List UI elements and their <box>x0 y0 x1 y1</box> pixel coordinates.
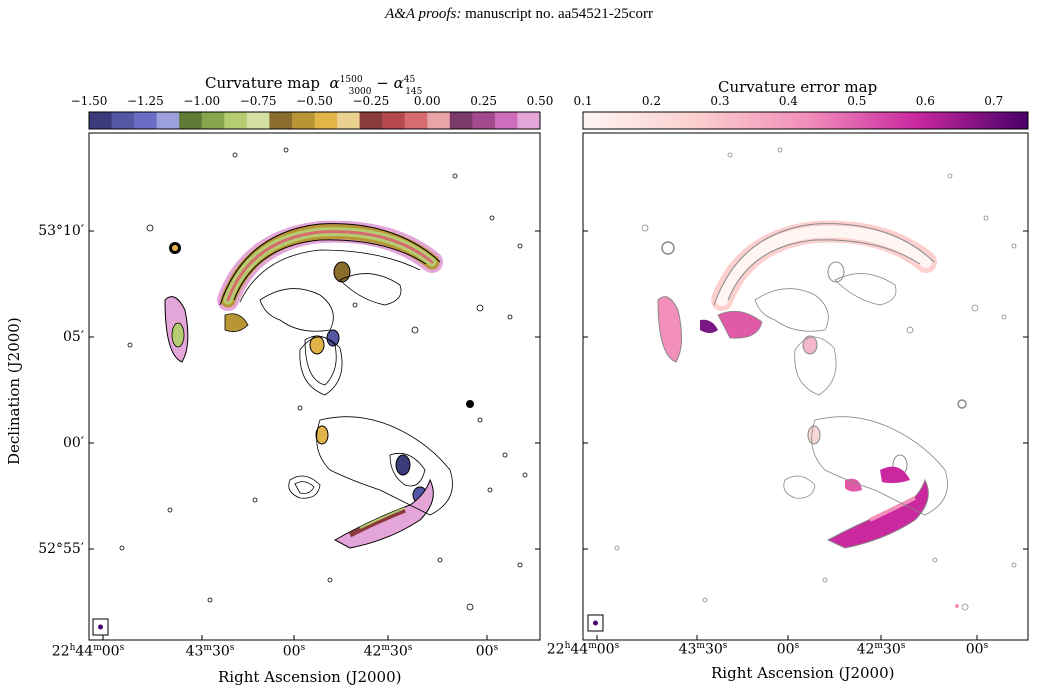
x-tick-label: 00s <box>965 641 989 658</box>
x-tick-label: 22h44m00s <box>546 641 620 658</box>
colorbar-tick-label: 0.00 <box>413 94 441 108</box>
colorbar-tick-label: −0.25 <box>352 94 390 108</box>
left-colorbar-segment <box>359 112 383 129</box>
left-colorbar-segment <box>291 112 315 129</box>
colorbar-tick-label: −1.50 <box>70 94 108 108</box>
left-colorbar <box>89 112 541 129</box>
colorbar-tick-label: 0.5 <box>847 94 867 108</box>
colorbar-tick-label: 0.6 <box>915 94 935 108</box>
colorbar-tick-label: −1.00 <box>183 94 221 108</box>
x-tick-label: 42m30s <box>856 641 906 658</box>
colorbar-tick-label: −0.50 <box>296 94 333 108</box>
left-colorbar-segment <box>314 112 338 129</box>
x-tick-label: 22h44m00s <box>51 643 125 660</box>
axis-ticks <box>89 230 1028 640</box>
right-colorbar <box>582 111 1029 130</box>
y-tick-label: 05′ <box>63 329 84 345</box>
left-radio-map <box>92 147 528 636</box>
left-colorbar-segment <box>427 112 451 129</box>
x-tick-label: 43m30s <box>185 643 235 660</box>
left-colorbar-segment <box>472 112 496 129</box>
left-colorbar-frame <box>88 111 541 130</box>
x-tick-label: 43m30s <box>678 641 728 658</box>
left-beam <box>98 624 103 630</box>
x-tick-label: 42m30s <box>363 643 413 660</box>
x-tick-label: 00s <box>282 643 306 660</box>
left-colorbar-segment <box>224 112 248 129</box>
x-tick-label: 00s <box>776 641 800 658</box>
colorbar-tick-label: 0.1 <box>573 94 593 108</box>
x-tick-label: 00s <box>475 643 499 660</box>
colorbar-tick-label: 0.2 <box>641 94 661 108</box>
right-radio-map <box>587 147 1017 632</box>
colorbar-tick-label: 0.4 <box>778 94 798 108</box>
colorbar-tick-label: 0.50 <box>526 94 554 108</box>
right-colorbar-title: Curvature error map <box>718 78 878 96</box>
y-tick-label: 52°55′ <box>38 541 84 557</box>
colorbar-tick-label: −0.75 <box>239 94 277 108</box>
colorbar-tick-label: 0.7 <box>984 94 1004 108</box>
y-tick-label: 53°10′ <box>38 223 84 239</box>
left-colorbar-segment <box>517 112 541 129</box>
left-colorbar-segment <box>337 112 361 129</box>
y-tick-label: 00′ <box>63 435 84 451</box>
manuscript-id: manuscript no. aa54521-25corr <box>461 6 653 22</box>
left-x-axis-label: Right Ascension (J2000) <box>218 668 402 686</box>
left-colorbar-segment <box>201 112 225 129</box>
left-colorbar-segment <box>111 112 135 129</box>
left-colorbar-segment <box>494 112 518 129</box>
right-beam <box>593 620 598 626</box>
left-colorbar-title: Curvature map α15003000 − α45145 <box>205 74 423 97</box>
right-x-axis-label: Right Ascension (J2000) <box>711 664 895 682</box>
colorbar-tick-label: 0.3 <box>710 94 730 108</box>
left-panel-frame <box>88 132 541 641</box>
left-colorbar-segment <box>246 112 270 129</box>
page-header: A&A proofs: manuscript no. aa54521-25cor… <box>0 6 1038 23</box>
left-colorbar-segment <box>449 112 473 129</box>
left-colorbar-segment <box>89 112 113 129</box>
left-colorbar-segment <box>404 112 428 129</box>
colorbar-tick-label: −1.25 <box>126 94 164 108</box>
left-colorbar-segment <box>156 112 180 129</box>
colorbar-tick-label: 0.25 <box>470 94 497 108</box>
left-colorbar-segment <box>382 112 406 129</box>
left-colorbar-segment <box>134 112 158 129</box>
left-colorbar-segment <box>269 112 293 129</box>
y-axis-label: Declination (J2000) <box>5 317 23 465</box>
journal-name: A&A proofs: <box>385 6 462 22</box>
left-colorbar-segment <box>179 112 203 129</box>
